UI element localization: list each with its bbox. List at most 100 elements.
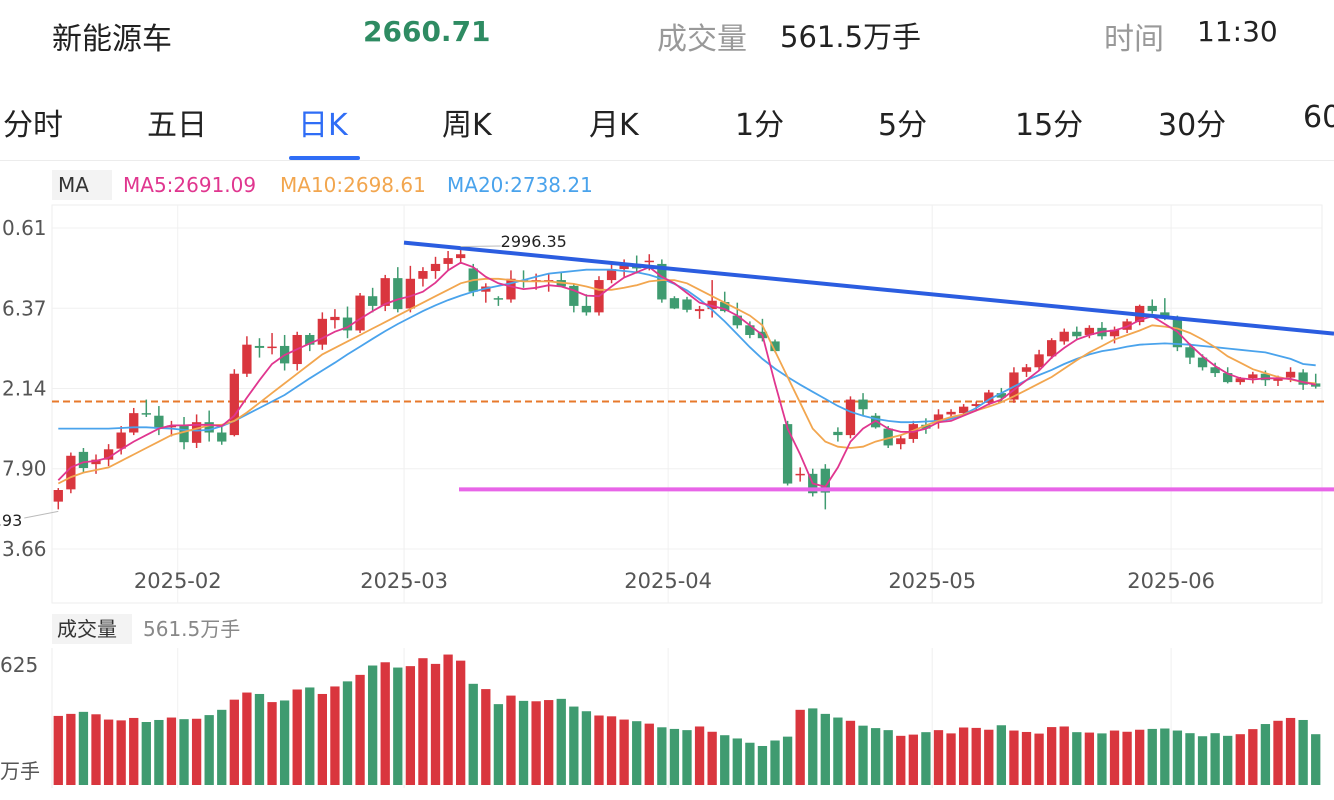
candle-body (707, 300, 717, 310)
volume-bar (1311, 734, 1321, 785)
volume-bar (1298, 719, 1308, 785)
tab-30-min[interactable]: 30分 (1158, 108, 1227, 143)
volume-bar (820, 713, 830, 785)
candle-body (141, 413, 151, 415)
volume-bar (594, 715, 604, 785)
tab-5-min[interactable]: 5分 (878, 108, 928, 143)
candle-body (154, 415, 164, 429)
volume-bar (317, 693, 327, 785)
volume-bar (556, 698, 566, 785)
tab-monthly-k[interactable]: 月K (589, 108, 639, 143)
volume-bar (694, 726, 705, 785)
volume-bar (606, 716, 617, 785)
index-name: 新能源车 (52, 22, 172, 57)
candle-body (317, 318, 327, 345)
volume-bar (707, 731, 717, 785)
candle-body (342, 317, 353, 331)
candle-body (720, 302, 730, 312)
candle-body (305, 334, 315, 345)
candle-body (493, 298, 504, 300)
candle-body (581, 305, 592, 313)
ma5-legend: MA5:2691.09 (123, 173, 256, 197)
candle-body (1311, 383, 1321, 387)
volume-bar (1210, 733, 1220, 785)
volume-bar (870, 728, 881, 785)
volume-bar (367, 665, 378, 785)
candle-body (644, 260, 654, 263)
volume-bar (493, 704, 504, 785)
volume-bar (795, 709, 805, 785)
candle-body (430, 263, 441, 272)
volume-bar (921, 732, 931, 785)
period-tabs: 分时 五日 日K 周K 月K 1分 5分 15分 30分 60 (0, 82, 1334, 160)
tab-1-min[interactable]: 1分 (735, 108, 785, 143)
volume-bar (531, 701, 541, 785)
volume-bar (405, 666, 416, 785)
ma10-legend: MA10:2698.61 (280, 173, 426, 197)
candle-body (858, 399, 868, 410)
volume-bar (1185, 733, 1195, 785)
candle-body (845, 399, 856, 436)
tab-five-day[interactable]: 五日 (147, 108, 207, 143)
price-axis-label: 2.14 (2, 376, 47, 400)
tab-15-min[interactable]: 15分 (1015, 108, 1084, 143)
candle-body (694, 309, 705, 312)
tab-60-min[interactable]: 60 (1303, 100, 1334, 135)
volume-bar (1021, 731, 1032, 785)
volume-bar (971, 727, 981, 785)
tab-weekly-k[interactable]: 周K (442, 108, 492, 143)
volume-bar (544, 700, 554, 785)
volume-bar (254, 693, 265, 785)
volume-bar (116, 720, 126, 785)
volume-bar (380, 662, 390, 785)
index-price: 2660.71 (363, 15, 491, 48)
candle-body (745, 325, 755, 335)
price-axis-label: 3.66 (2, 537, 47, 561)
volume-label: 成交量 (657, 22, 747, 57)
volume-bar (179, 719, 189, 785)
volume-bar (896, 735, 906, 785)
x-axis-label: 2025-06 (1127, 569, 1215, 593)
volume-bar (845, 720, 856, 785)
volume-bar (443, 654, 453, 785)
volume-bar (1122, 731, 1132, 785)
volume-bar (996, 725, 1007, 785)
volume-bar (1109, 730, 1120, 785)
volume-bar (669, 728, 680, 785)
tab-daily-k[interactable]: 日K (298, 108, 348, 143)
volume-bar (292, 689, 302, 785)
volume-bar (267, 702, 277, 785)
volume-bar (782, 736, 793, 785)
candle-body (103, 449, 114, 460)
candle-body (883, 428, 893, 446)
volume-bar (908, 734, 918, 785)
candle-body (1285, 371, 1296, 378)
volume-bar (657, 727, 667, 785)
volume-bar (154, 719, 164, 785)
x-axis-label: 2025-05 (888, 569, 976, 593)
candle-body (833, 431, 843, 436)
candle-body (657, 263, 667, 300)
volume-bar (279, 700, 290, 785)
volume-bar (808, 708, 818, 785)
ma5-line (57, 261, 1316, 488)
candle-body (380, 278, 390, 306)
candle-body (1197, 357, 1208, 368)
volume-bar (770, 740, 780, 785)
candle-body (669, 298, 680, 309)
resistance-trendline (403, 240, 1334, 336)
volume-bar (1285, 717, 1296, 785)
candle-body (1034, 354, 1044, 368)
volume-bar (720, 735, 730, 785)
high-annotation: 2996.35 (501, 232, 567, 251)
volume-bar (1160, 728, 1170, 785)
volume-bar (757, 745, 768, 785)
time-value: 11:30 (1197, 15, 1278, 48)
candle-body (1172, 318, 1183, 348)
tab-intraday[interactable]: 分时 (3, 108, 63, 143)
active-tab-indicator (289, 156, 360, 160)
price-axis-label: 6.37 (2, 296, 47, 320)
candle-body (166, 425, 177, 428)
volume-bar (242, 692, 252, 785)
